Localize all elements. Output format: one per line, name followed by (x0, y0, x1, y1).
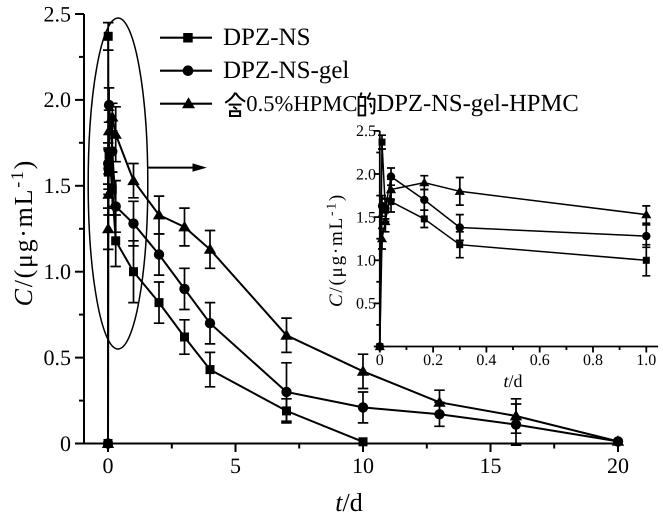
svg-text:DPZ-NS-gel: DPZ-NS-gel (223, 57, 349, 84)
svg-text:0.8: 0.8 (583, 352, 603, 369)
svg-text:0: 0 (60, 431, 71, 456)
svg-text:t/d: t/d (335, 488, 362, 516)
svg-text:t/d: t/d (503, 371, 522, 391)
svg-text:1.0: 1.0 (356, 253, 376, 270)
svg-text:2.5: 2.5 (356, 123, 376, 140)
svg-text:1.0: 1.0 (636, 352, 656, 369)
svg-text:0: 0 (376, 352, 384, 369)
svg-text:1.0: 1.0 (44, 259, 72, 284)
svg-text:DPZ-NS-gel-HPMC: DPZ-NS-gel-HPMC (377, 90, 579, 117)
svg-text:20: 20 (607, 453, 629, 478)
svg-text:2.0: 2.0 (44, 87, 72, 112)
svg-text:2.0: 2.0 (356, 166, 376, 183)
svg-text:C/(μg·mL-1): C/(μg·mL-1) (324, 193, 348, 307)
svg-text:1.5: 1.5 (356, 209, 376, 226)
svg-text:0.5: 0.5 (356, 296, 376, 313)
svg-text:0.2: 0.2 (423, 352, 443, 369)
svg-text:1.5: 1.5 (44, 173, 72, 198)
svg-text:2.5: 2.5 (44, 1, 72, 26)
svg-text:0: 0 (103, 453, 114, 478)
svg-text:0.5: 0.5 (44, 345, 72, 370)
svg-text:15: 15 (480, 453, 502, 478)
svg-text:0.6: 0.6 (530, 352, 550, 369)
svg-text:DPZ-NS: DPZ-NS (223, 24, 311, 51)
svg-text:0.5%HPMC: 0.5%HPMC (246, 91, 357, 116)
svg-text:10: 10 (352, 453, 374, 478)
svg-text:5: 5 (230, 453, 241, 478)
svg-text:0.4: 0.4 (476, 352, 496, 369)
